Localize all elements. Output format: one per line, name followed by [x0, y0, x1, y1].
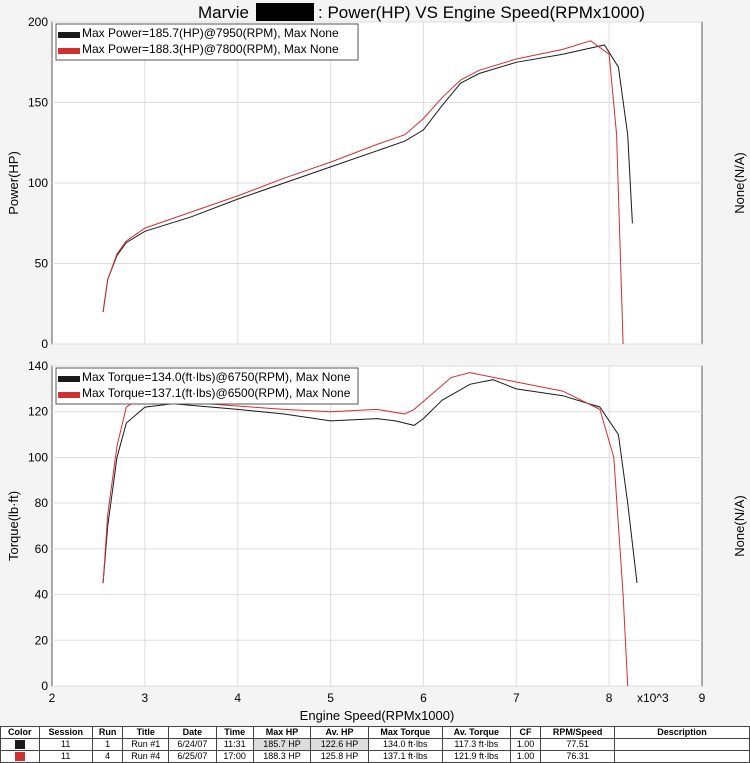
y-tick-label: 50 — [35, 257, 49, 271]
runs-table: Color Session Run Title Date Time Max HP Av. HP… — [0, 726, 750, 763]
color-swatch-cell — [0, 750, 40, 763]
table-cell: 4 — [91, 750, 124, 763]
color-swatch — [14, 740, 25, 750]
column-header: Session — [38, 726, 93, 739]
column-header: Color — [0, 726, 40, 739]
table-cell: 6/25/07 — [168, 750, 217, 763]
y-axis-label: Power(HP) — [6, 151, 21, 215]
y-tick-label: 0 — [41, 679, 48, 693]
y-axis-label: Torque(lb·ft) — [6, 491, 21, 561]
x-tick-label: 8 — [606, 691, 613, 705]
right-axis-label: None(N/A) — [732, 495, 747, 556]
table-cell — [614, 738, 750, 751]
table-cell: 121.9 ft·lbs — [441, 750, 511, 763]
table-cell: 1.00 — [509, 738, 542, 751]
legend-swatch — [58, 48, 80, 54]
legend-swatch — [58, 32, 80, 38]
table-row: 11 1 Run #1 6/24/07 11:31 185.7 HP 122.6 HP 134… — [0, 738, 750, 751]
table-cell: 122.6 HP — [310, 738, 369, 751]
dyno-chart: Marvie : Power(HP) VS Engine Speed(RPMx1… — [6, 3, 747, 723]
chart-title-prefix: Marvie — [198, 3, 249, 22]
x-tick-label: 7 — [513, 691, 520, 705]
column-header: Av. Torque — [441, 726, 511, 739]
right-axis-label: None(N/A) — [732, 152, 747, 213]
table-cell: 125.8 HP — [310, 750, 369, 763]
table-cell — [614, 750, 750, 763]
table-cell: 1.00 — [509, 750, 542, 763]
column-header: Run — [91, 726, 124, 739]
table-cell: Run #1 — [122, 738, 170, 751]
legend-swatch — [58, 376, 80, 382]
column-header: Description — [614, 726, 750, 739]
table-cell: Run #4 — [122, 750, 170, 763]
table-cell: 134.0 ft·lbs — [367, 738, 443, 751]
y-tick-label: 200 — [28, 15, 48, 29]
table-cell: 1 — [91, 738, 124, 751]
column-header: Title — [122, 726, 170, 739]
column-header: CF — [509, 726, 542, 739]
table-cell: 17:00 — [215, 750, 254, 763]
legend — [55, 23, 359, 61]
x-tick-label: 3 — [142, 691, 149, 705]
y-tick-label: 150 — [28, 96, 48, 110]
y-tick-label: 40 — [35, 588, 49, 602]
color-swatch-cell — [0, 738, 40, 751]
y-tick-label: 100 — [28, 450, 48, 464]
table-cell: 188.3 HP — [252, 750, 312, 763]
legend-entry: Max Power=185.7(HP)@7950(RPM), Max None — [82, 26, 339, 40]
table-cell: 117.3 ft·lbs — [441, 738, 511, 751]
column-header: Date — [168, 726, 217, 739]
y-tick-label: 80 — [35, 496, 49, 510]
series-line-run-1 — [102, 379, 638, 584]
table-cell: 185.7 HP — [252, 738, 312, 751]
color-swatch — [14, 752, 25, 762]
column-header: RPM/Speed — [540, 726, 615, 739]
table-cell: 11:31 — [215, 738, 254, 751]
legend-entry: Max Torque=134.0(ft·lbs)@6750(RPM), Max … — [82, 370, 351, 384]
table-cell: 11 — [38, 738, 93, 751]
column-header: Time — [215, 726, 254, 739]
legend — [55, 367, 359, 405]
y-tick-label: 120 — [28, 405, 48, 419]
y-tick-label: 20 — [35, 633, 49, 647]
x-tick-label: 4 — [234, 691, 241, 705]
y-tick-label: 60 — [35, 542, 49, 556]
table-row: 11 4 Run #4 6/25/07 17:00 188.3 HP 125.8 HP 137… — [0, 750, 750, 763]
legend-swatch — [58, 392, 80, 398]
x-tick-label: 5 — [327, 691, 334, 705]
table-cell: 6/24/07 — [168, 738, 217, 751]
x-tick-label: 2 — [49, 691, 56, 705]
y-tick-label: 100 — [28, 176, 48, 190]
table-cell: 77.51 — [540, 738, 615, 751]
x-axis-label: Engine Speed(RPMx1000) — [300, 708, 455, 723]
legend-entry: Max Power=188.3(HP)@7800(RPM), Max None — [82, 42, 339, 56]
table-cell: 11 — [38, 750, 93, 763]
chart-title: : Power(HP) VS Engine Speed(RPMx1000) — [318, 3, 645, 22]
x-tick-label: 6 — [420, 691, 427, 705]
legend-entry: Max Torque=137.1(ft·lbs)@6500(RPM), Max … — [82, 386, 351, 400]
y-tick-label: 0 — [41, 337, 48, 351]
plot-area — [51, 365, 703, 687]
series-line-run-4 — [102, 40, 624, 345]
x-tick-label: 9 — [699, 691, 706, 705]
column-header: Av. HP — [310, 726, 369, 739]
table-cell: 76.31 — [540, 750, 615, 763]
x-multiplier: x10^3 — [637, 691, 669, 705]
y-tick-label: 140 — [28, 359, 48, 373]
column-header: Max Torque — [367, 726, 443, 739]
series-line-run-1 — [102, 44, 633, 312]
table-cell: 137.1 ft·lbs — [367, 750, 443, 763]
redacted-name — [256, 3, 314, 21]
column-header: Max HP — [252, 726, 312, 739]
